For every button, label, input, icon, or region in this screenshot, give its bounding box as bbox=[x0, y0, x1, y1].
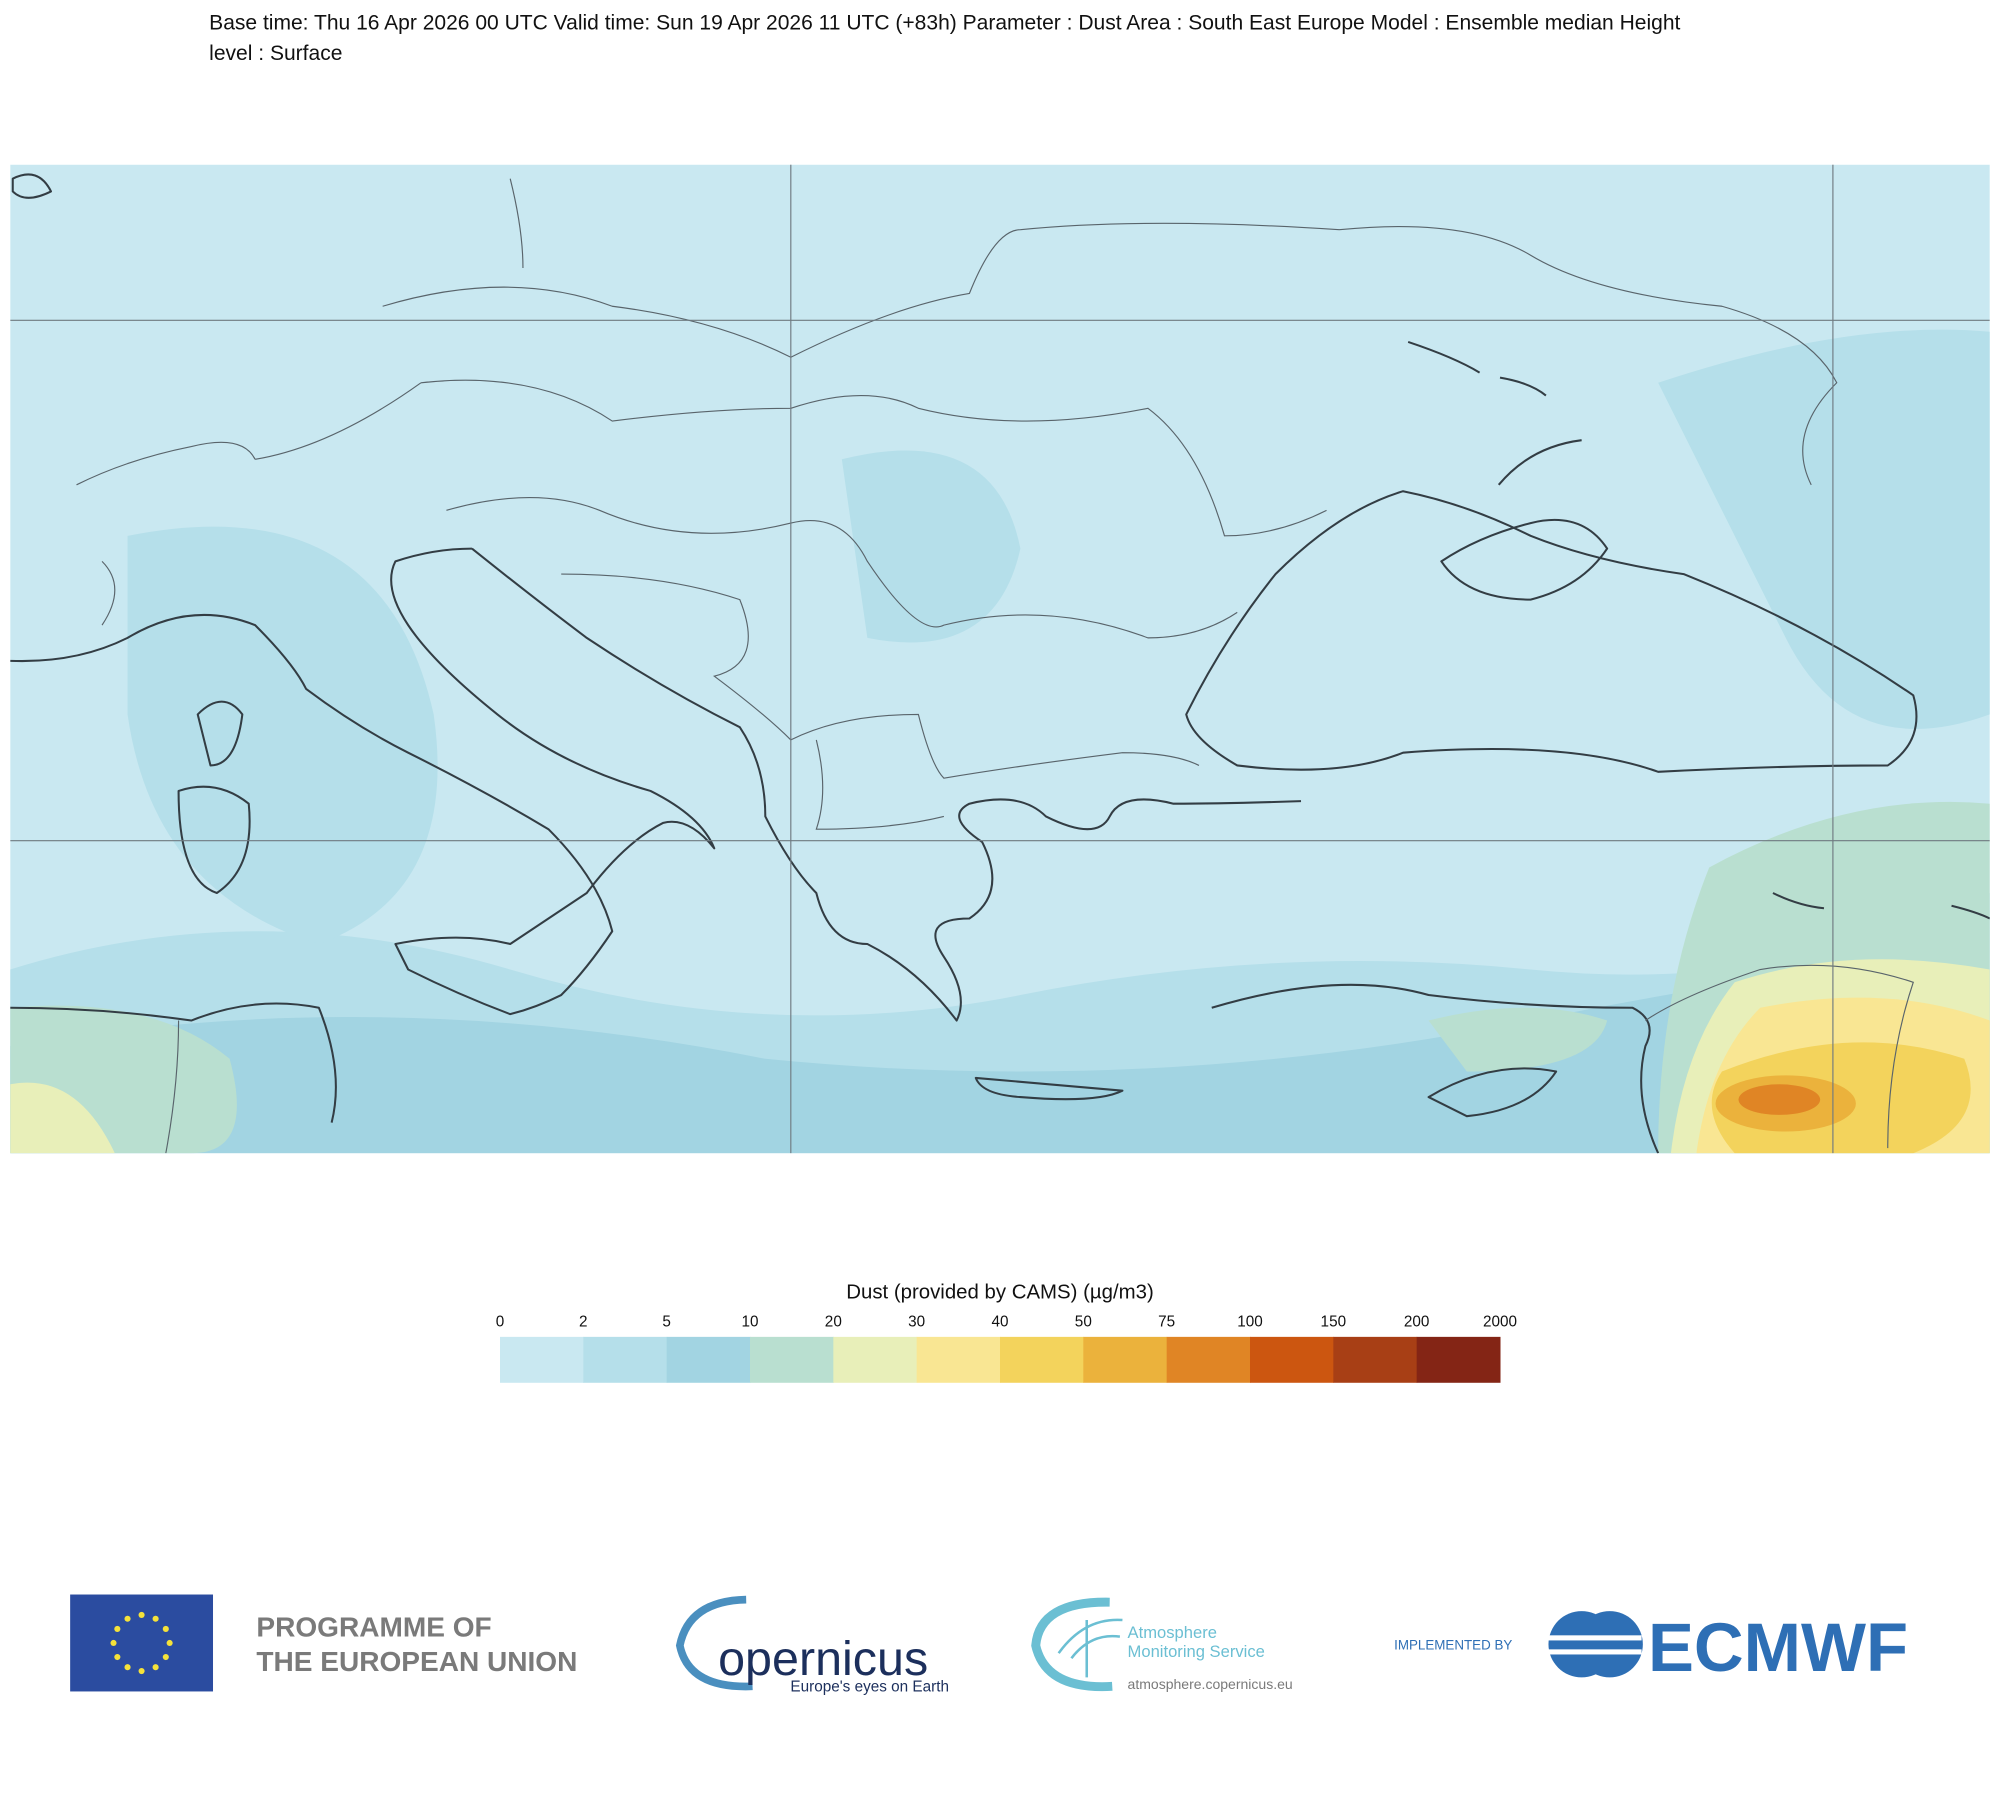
colorbar-bin bbox=[583, 1336, 668, 1383]
colorbar-tick-label: 100 bbox=[1237, 1314, 1263, 1331]
ecmwf-mark bbox=[1576, 1611, 1643, 1678]
copernicus-word: opernicus bbox=[718, 1632, 928, 1686]
ecmwf-word: ECMWF bbox=[1648, 1609, 1908, 1686]
colorbar-tick-label: 40 bbox=[991, 1314, 1008, 1331]
colorbar-tick-label: 75 bbox=[1158, 1314, 1175, 1331]
eu-text: PROGRAMME OF bbox=[256, 1612, 491, 1643]
colorbar-tick-label: 200 bbox=[1404, 1314, 1430, 1331]
colorbar-bin bbox=[500, 1336, 584, 1383]
cams-text: Atmosphere bbox=[1128, 1623, 1217, 1642]
colorbar-bin bbox=[1083, 1336, 1168, 1383]
eu-text: THE EUROPEAN UNION bbox=[256, 1646, 577, 1677]
colorbar-bin bbox=[1250, 1336, 1334, 1383]
cams-icon bbox=[1057, 1618, 1123, 1678]
header-line: level : Surface bbox=[209, 42, 342, 65]
cams-text: Monitoring Service bbox=[1128, 1642, 1265, 1661]
header-line: Base time: Thu 16 Apr 2026 00 UTC Valid … bbox=[209, 11, 1680, 34]
graticule bbox=[10, 164, 1990, 1154]
colorbar-bin bbox=[1333, 1336, 1418, 1383]
colorbar-bin bbox=[1000, 1336, 1084, 1383]
map bbox=[10, 164, 1990, 1154]
colorbar-tick-label: 2 bbox=[579, 1314, 588, 1331]
eu-flag bbox=[70, 1594, 214, 1692]
implemented-by: IMPLEMENTED BY bbox=[1394, 1637, 1512, 1652]
colorbar-bin bbox=[833, 1336, 918, 1383]
coastlines bbox=[10, 173, 1990, 1154]
colorbar-title: Dust (provided by CAMS) (µg/m3) bbox=[846, 1282, 1153, 1304]
colorbar-tick-label: 20 bbox=[825, 1314, 842, 1331]
cams-url: atmosphere.copernicus.eu bbox=[1128, 1676, 1293, 1692]
colorbar-tick-label: 2000 bbox=[1483, 1314, 1517, 1331]
colorbar-bin bbox=[1166, 1336, 1251, 1383]
colorbar-tick-label: 0 bbox=[496, 1314, 505, 1331]
cams-icon bbox=[1031, 1597, 1113, 1692]
colorbar-bin bbox=[1416, 1336, 1501, 1383]
colorbar-tick-label: 30 bbox=[908, 1314, 925, 1331]
colorbar-bin bbox=[916, 1336, 1001, 1383]
colorbar: Dust (provided by CAMS) (µg/m3) 0 2 5 10 20 3… bbox=[496, 1282, 1517, 1383]
copernicus-c bbox=[675, 1595, 753, 1691]
ecmwf-mark bbox=[1545, 1649, 1642, 1655]
copernicus-tagline: Europe's eyes on Earth bbox=[790, 1678, 949, 1695]
colorbar-tick-label: 5 bbox=[662, 1314, 671, 1331]
borders bbox=[76, 178, 1914, 1154]
ecmwf-mark bbox=[1545, 1635, 1642, 1641]
footer-logos: PROGRAMME OF THE EUROPEAN UNION opernicu… bbox=[70, 1594, 1908, 1695]
dust-field bbox=[10, 329, 1990, 1154]
colorbar-bin bbox=[666, 1336, 751, 1383]
colorbar-bin bbox=[750, 1336, 834, 1383]
eu-stars bbox=[110, 1611, 173, 1675]
colorbar-tick-label: 50 bbox=[1075, 1314, 1092, 1331]
colorbar-tick-label: 150 bbox=[1321, 1314, 1347, 1331]
colorbar-tick-label: 10 bbox=[741, 1314, 758, 1331]
